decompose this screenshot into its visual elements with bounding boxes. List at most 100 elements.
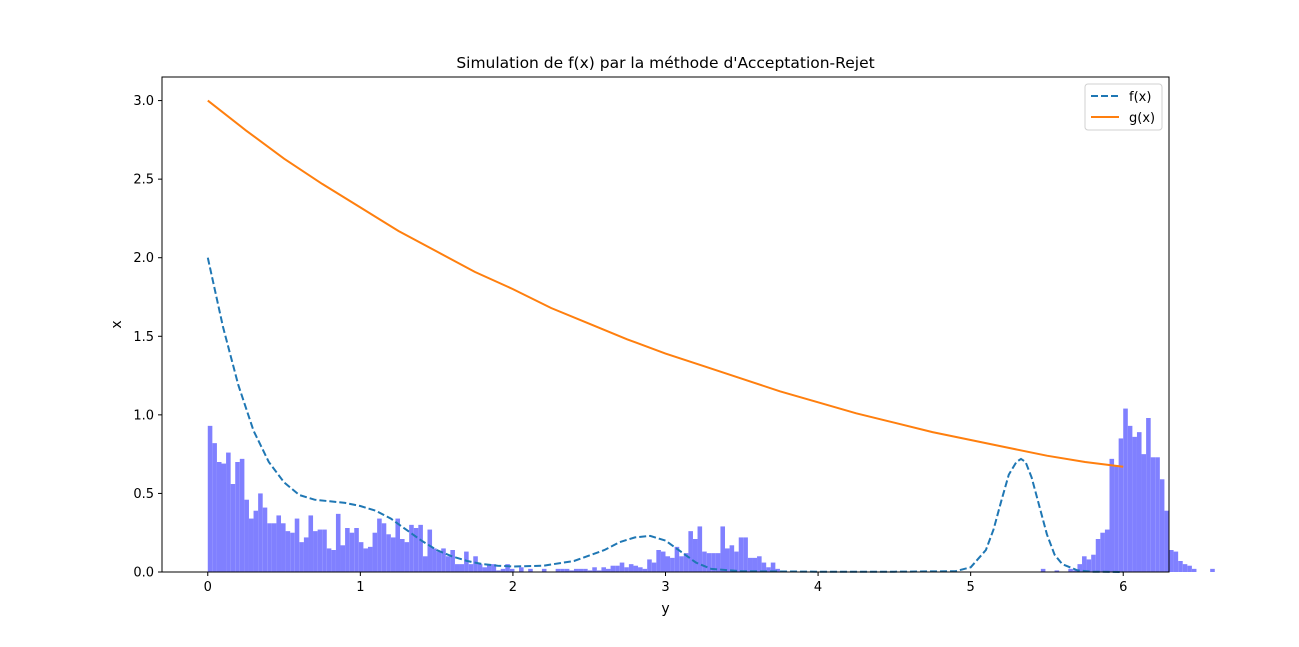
histogram-bar [486, 564, 492, 572]
histogram-bar [1141, 454, 1147, 572]
histogram-bar [770, 562, 776, 572]
y-tick-label: 3.0 [133, 94, 154, 109]
histogram-bar [757, 556, 762, 572]
histogram-bar [390, 537, 396, 572]
histogram-bar [345, 528, 350, 572]
histogram-bar [711, 553, 716, 572]
histogram-bar [496, 570, 501, 572]
histogram-bar [276, 515, 282, 572]
histogram-bar [766, 567, 771, 572]
histogram-bar [372, 532, 378, 572]
histogram-bar [349, 532, 355, 572]
y-tick-label: 0.0 [133, 566, 154, 581]
histogram-bar [734, 551, 739, 572]
histogram-bar [706, 553, 712, 572]
histogram-bar [1095, 539, 1101, 572]
histogram-bar [271, 523, 277, 572]
histogram-bar [583, 568, 588, 572]
histogram-bar [610, 565, 616, 572]
histogram-bar [445, 556, 451, 572]
histogram-layer [207, 408, 1215, 572]
histogram-bar [367, 546, 373, 572]
histogram-bar [628, 564, 634, 572]
histogram-bar [1104, 529, 1110, 572]
histogram-bar [409, 524, 414, 572]
histogram-bar [509, 568, 515, 572]
histogram-bar [1114, 465, 1119, 572]
series-line-gx [207, 99, 1124, 468]
histogram-bar [605, 568, 611, 572]
histogram-bar [752, 557, 758, 572]
histogram-bar [235, 462, 240, 572]
histogram-bar [207, 425, 213, 572]
x-tick-label: 4 [814, 580, 822, 595]
histogram-bar [647, 559, 652, 572]
histogram-bar [1132, 436, 1137, 572]
histogram-bar [775, 568, 780, 572]
histogram-bar [729, 545, 735, 572]
histogram-bar [560, 568, 565, 572]
histogram-bar [244, 499, 249, 572]
histogram-bar [587, 570, 593, 572]
histogram-bar [1086, 559, 1092, 572]
histogram-bar [715, 553, 721, 572]
histogram-bar [1187, 565, 1192, 572]
histogram-bar [322, 529, 327, 572]
histogram-bar [619, 562, 625, 572]
histogram-bar [1159, 479, 1165, 572]
histogram-bar [422, 556, 428, 572]
histogram-bar [500, 568, 506, 572]
series-line-fx [206, 257, 1124, 573]
histogram-bar [1100, 532, 1105, 572]
histogram-bar [555, 568, 561, 572]
histogram-bar [358, 542, 364, 572]
histogram-bar [679, 556, 684, 572]
histogram-bar [404, 542, 410, 572]
histogram-bar [642, 568, 648, 572]
histogram-bar [697, 526, 703, 572]
legend-label: g(x) [1129, 111, 1155, 126]
x-tick-label: 6 [1119, 580, 1127, 595]
histogram-bar [674, 546, 680, 572]
histogram-bar [239, 458, 245, 572]
y-tick-label: 2.5 [133, 173, 154, 188]
histogram-bar [633, 565, 639, 572]
histogram-bar [299, 542, 304, 572]
histogram-bar [601, 567, 606, 572]
histogram-bar [468, 564, 474, 572]
y-tick-label: 0.5 [133, 487, 154, 502]
histogram-bar [1178, 561, 1183, 572]
histogram-bar [720, 526, 726, 572]
x-tick-label: 2 [509, 580, 517, 595]
plot-frame [161, 76, 1170, 573]
x-axis-label: y [661, 601, 669, 617]
histogram-bar [331, 550, 336, 572]
histogram-bar [482, 567, 487, 572]
histogram-bar [216, 462, 222, 572]
histogram-bar [413, 528, 419, 572]
histogram-bar [1191, 568, 1197, 572]
histogram-bar [1182, 564, 1188, 572]
histogram-bar [294, 518, 300, 572]
histogram-bar [303, 537, 309, 572]
histogram-bar [624, 567, 629, 572]
histogram-bar [1072, 570, 1078, 572]
histogram-bar [1210, 568, 1215, 572]
histogram-bar [491, 564, 497, 572]
histogram-bar [267, 523, 272, 572]
histogram-bar [377, 518, 382, 572]
histogram-bar [505, 564, 510, 572]
histogram-bar [725, 548, 730, 572]
y-tick-label: 2.0 [133, 251, 154, 266]
histogram-bar [281, 523, 286, 572]
histogram-bar [692, 539, 698, 572]
histogram-bar [519, 567, 524, 572]
histogram-bar [354, 528, 359, 572]
histogram-bar [313, 531, 318, 572]
histogram-bar [340, 545, 346, 572]
histogram-bar [436, 551, 442, 572]
histogram-bar [1164, 510, 1169, 572]
histogram-bar [592, 567, 597, 572]
histogram-bar [1146, 418, 1151, 572]
